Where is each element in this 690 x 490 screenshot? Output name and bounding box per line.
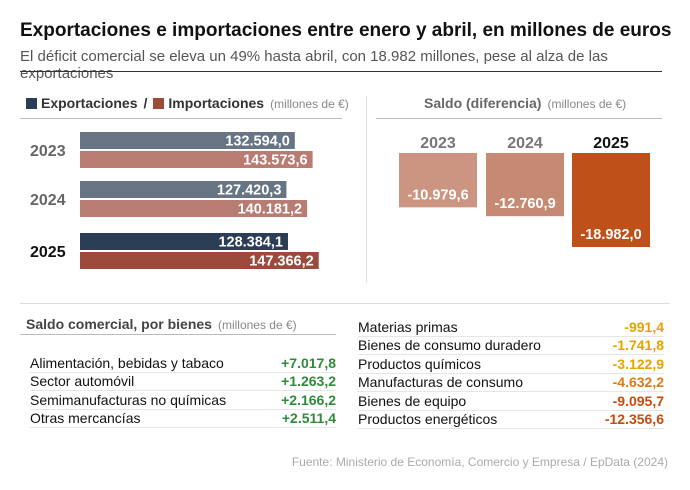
panel-divider [366,96,367,282]
goods-row-value: +1.263,2 [281,373,336,390]
goods-row-label: Sector automóvil [30,373,135,390]
goods-row-value: +2.166,2 [281,391,336,408]
saldo-year-2023: 2023 [420,135,456,152]
trade-bar-chart: 2023 132.594,0 143.573,6 2024 127.420,3 140.1… [30,132,319,270]
export-value-2023: 132.594,0 [225,134,290,150]
import-value-2023: 143.573,6 [243,153,308,169]
imports-swatch [153,98,165,109]
saldo-bar-chart: 2023 -10.979,6 2024 -12.760,9 2025 -18.982,0 [399,135,650,247]
goods-row: Alimentación, bebidas y tabaco +7.017,8 [30,354,336,373]
saldo-bar-2024 [486,153,564,217]
source-note: Fuente: Ministerio de Economía, Comercio… [291,455,668,469]
goods-header: Saldo comercial, por bienes (millones de … [26,316,297,332]
year-label-2025: 2025 [30,244,66,261]
goods-header-rule [20,334,336,335]
exports-legend-label: Exportaciones [41,95,138,111]
goods-row: Productos químicos -3.122,9 [358,355,664,374]
saldo-header-rule [376,118,662,119]
export-bar-2025 [80,233,288,250]
goods-row-value: +2.511,4 [281,410,336,427]
goods-unit: (millones de €) [217,318,297,332]
goods-row-label: Productos químicos [358,355,481,372]
goods-row: Manufacturas de consumo -4.632,2 [358,374,664,392]
import-bar-2024 [80,200,308,217]
saldo-title: Saldo (diferencia) [424,95,542,111]
goods-row: Sector automóvil +1.263,2 [30,373,336,391]
goods-row-value: +7.017,8 [281,354,336,371]
year-label-2024: 2024 [30,192,66,209]
import-bar-2023 [80,151,313,168]
goods-positive-table: Alimentación, bebidas y tabaco +7.017,8 Se… [30,354,336,428]
goods-row: Bienes de equipo -9.095,7 [358,392,664,411]
goods-row-value: -4.632,2 [612,374,664,391]
goods-row-value: -12.356,6 [604,411,664,428]
goods-row: Bienes de consumo duradero -1.741,8 [358,337,664,355]
goods-negative-table: Materias primas -991,4 Bienes de consumo d… [358,318,664,429]
goods-row-label: Bienes de consumo duradero [358,337,541,354]
title-divider [20,71,662,72]
export-value-2025: 128.384,1 [218,235,283,251]
saldo-year-2025: 2025 [593,135,629,152]
import-value-2025: 147.366,2 [249,254,314,270]
saldo-bar-2025 [572,153,650,247]
goods-row: Semimanufacturas no químicas +2.166,2 [30,391,336,410]
saldo-unit: (millones de €) [547,97,627,111]
goods-row: Otras mercancías +2.511,4 [30,410,336,428]
goods-row: Materias primas -991,4 [358,318,664,337]
export-bar-2024 [80,181,287,198]
trade-unit: (millones de €) [270,97,349,111]
goods-row-label: Otras mercancías [30,410,141,427]
saldo-year-2024: 2024 [507,135,543,152]
goods-row-label: Manufacturas de consumo [358,374,523,391]
saldo-value-2023: -10.979,6 [407,187,468,203]
goods-row-label: Alimentación, bebidas y tabaco [30,354,224,371]
saldo-header: Saldo (diferencia) (millones de €) [424,95,626,111]
goods-row-value: -3.122,9 [612,355,664,372]
saldo-value-2025: -18.982,0 [580,227,641,243]
year-label-2023: 2023 [30,143,66,160]
trade-header-rule [20,118,342,119]
goods-row-value: -1.741,8 [612,337,664,354]
saldo-bar-2023 [399,153,477,208]
chart-subtitle: El déficit comercial se eleva un 49% has… [20,48,608,82]
goods-title: Saldo comercial, por bienes [26,316,212,332]
goods-row-label: Bienes de equipo [358,392,467,409]
chart-title: Exportaciones e importaciones entre ener… [20,20,672,41]
import-bar-2025 [80,252,319,269]
goods-row-value: -9.095,7 [612,392,664,409]
imports-legend-label: Importaciones [168,95,265,111]
export-bar-2023 [80,132,295,149]
goods-row-label: Materias primas [358,318,458,335]
import-value-2024: 140.181,2 [238,202,303,218]
goods-row-label: Semimanufacturas no químicas [30,391,227,408]
export-value-2024: 127.420,3 [217,183,282,199]
goods-row-value: -991,4 [624,318,664,335]
goods-row: Productos energéticos -12.356,6 [358,411,664,429]
trade-legend: Exportaciones / Importaciones (millones de … [26,95,349,111]
exports-swatch [26,98,37,109]
saldo-value-2024: -12.760,9 [494,196,555,212]
legend-separator: / [143,95,148,111]
section-divider [20,303,670,304]
goods-row-label: Productos energéticos [358,411,498,428]
